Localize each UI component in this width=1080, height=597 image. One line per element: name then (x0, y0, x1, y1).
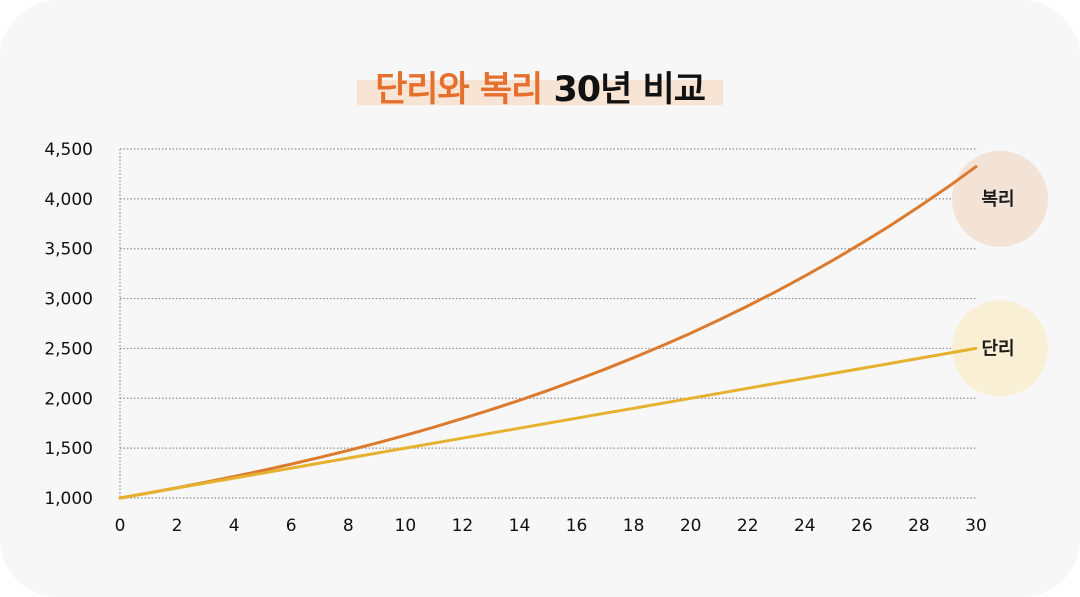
x-tick-label: 28 (908, 516, 930, 536)
y-tick-label: 1,500 (44, 439, 93, 459)
y-tick-label: 3,500 (44, 240, 93, 260)
title-accent: 단리와 복리 (375, 70, 543, 110)
y-tick-label: 3,000 (44, 290, 93, 310)
x-tick-label: 20 (680, 516, 702, 536)
x-tick-label: 8 (343, 516, 354, 536)
x-tick-label: 0 (115, 516, 126, 536)
title-highlight (357, 80, 723, 105)
compound-bubble (952, 150, 1048, 247)
y-tick-label: 2,000 (44, 389, 93, 409)
y-tick-label: 1,000 (44, 489, 93, 509)
x-tick-label: 22 (737, 516, 759, 536)
simple-bubble (952, 300, 1048, 397)
y-tick-label: 4,500 (44, 140, 93, 160)
y-tick-label: 2,500 (44, 339, 93, 359)
x-tick-label: 30 (965, 516, 987, 536)
x-tick-label: 26 (851, 516, 873, 536)
chart-title: 단리와 복리 30년 비교 (0, 62, 1080, 118)
x-tick-label: 6 (286, 516, 297, 536)
x-axis-ticks: 0 2 4 6 8 10 12 14 16 18 20 22 24 26 28 30 (115, 516, 987, 536)
y-axis-ticks: 1,000 1,500 2,000 2,500 3,000 3,500 4,000 4,500 (44, 140, 93, 509)
title-rest: 30년 비교 (553, 70, 705, 110)
simple-label: 단리 (981, 338, 1014, 359)
compound-label: 복리 (981, 189, 1014, 210)
x-tick-label: 24 (794, 516, 816, 536)
series-bubbles (952, 150, 1048, 397)
simple-line (118, 346, 978, 500)
series-lines (118, 165, 978, 500)
y-tick-label: 4,000 (44, 190, 93, 210)
x-tick-label: 18 (623, 516, 645, 536)
x-tick-label: 2 (172, 516, 183, 536)
x-tick-label: 16 (566, 516, 588, 536)
x-tick-label: 12 (452, 516, 474, 536)
x-tick-label: 10 (395, 516, 417, 536)
compound-line (118, 165, 978, 500)
x-tick-label: 14 (509, 516, 531, 536)
grid-lines (119, 148, 976, 499)
x-tick-label: 4 (229, 516, 240, 536)
